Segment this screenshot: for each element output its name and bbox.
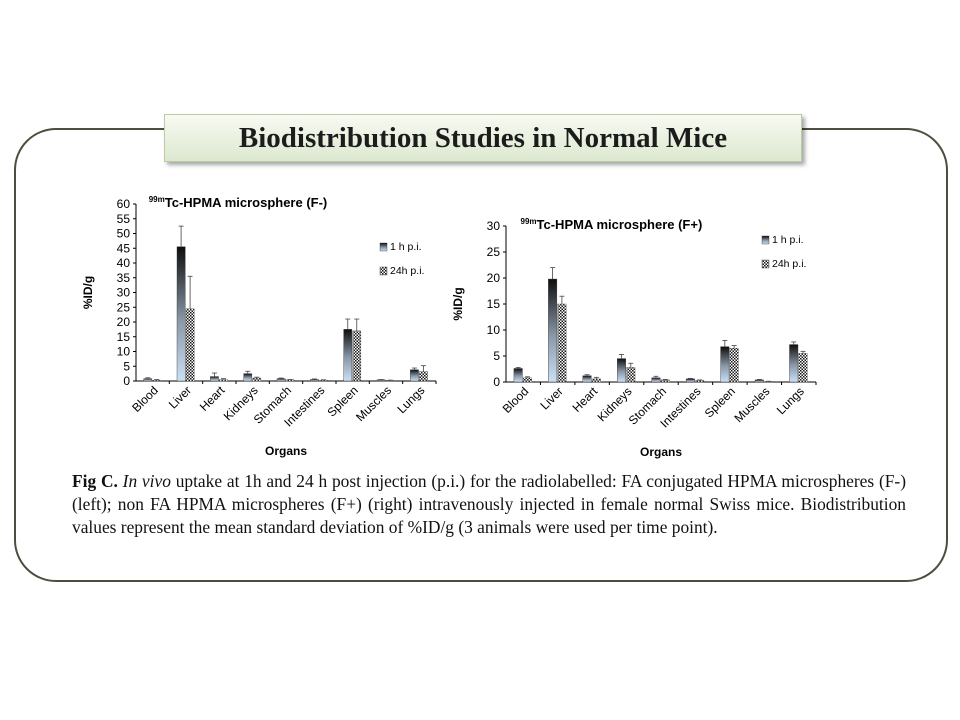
figure-caption: Fig C. In vivo uptake at 1h and 24 h pos… bbox=[72, 470, 906, 539]
y-tick-label: 30 bbox=[487, 219, 501, 233]
bar-1h bbox=[789, 344, 799, 383]
chart-title-superscript: 99m bbox=[521, 217, 537, 226]
caption-text: uptake at 1h and 24 h post injection (p.… bbox=[72, 471, 906, 537]
bar-24h bbox=[152, 379, 162, 382]
bar-1h bbox=[176, 246, 186, 382]
legend-label: 1 h p.i. bbox=[390, 241, 422, 253]
bar-1h bbox=[276, 378, 286, 382]
bar-24h bbox=[557, 303, 567, 383]
chart-f-minus: 99mTc-HPMA microsphere (F-) 0510152025303… bbox=[81, 195, 437, 458]
y-tick-label: 15 bbox=[117, 330, 131, 344]
x-tick-label: Lungs bbox=[774, 384, 807, 417]
bar-1h bbox=[754, 379, 764, 383]
bar-1h bbox=[243, 373, 253, 382]
y-tick-label: 30 bbox=[117, 286, 131, 300]
y-tick-label: 40 bbox=[117, 256, 131, 270]
y-tick-label: 20 bbox=[487, 271, 501, 285]
x-axis-label: Organs bbox=[640, 445, 682, 459]
legend-label: 24h p.i. bbox=[772, 258, 806, 270]
x-tick-label: Blood bbox=[129, 383, 161, 415]
x-tick-label: Liver bbox=[537, 384, 565, 412]
chart-f-plus: 99mTc-HPMA microsphere (F+) 0 5 10 15 20 25 30%… bbox=[451, 217, 817, 459]
chart-title-text: Tc-HPMA microsphere (F-) bbox=[165, 195, 328, 210]
bar-24h bbox=[523, 377, 532, 383]
x-tick-label: Blood bbox=[500, 384, 532, 416]
chart-title-text: Tc-HPMA microsphere (F+) bbox=[537, 217, 703, 232]
bar-1h bbox=[685, 378, 695, 383]
bar-1h bbox=[617, 358, 626, 383]
bar-1h bbox=[720, 346, 730, 383]
y-tick-label: 20 bbox=[117, 315, 131, 329]
y-axis-label: %ID/g bbox=[81, 276, 95, 309]
x-tick-label: Heart bbox=[197, 383, 228, 414]
x-tick-label: Liver bbox=[166, 383, 194, 411]
legend-swatch bbox=[761, 235, 770, 245]
x-tick-label: Lungs bbox=[394, 383, 427, 416]
y-tick-label: 60 bbox=[117, 197, 131, 211]
bar-24h bbox=[352, 330, 362, 382]
bar-1h bbox=[343, 329, 353, 382]
y-tick-label: 25 bbox=[117, 300, 131, 314]
legend-swatch bbox=[379, 266, 388, 276]
bar-24h bbox=[319, 379, 328, 382]
chart-title: 99mTc-HPMA microsphere (F+) bbox=[521, 217, 703, 232]
bar-1h bbox=[410, 369, 419, 382]
bar-24h bbox=[695, 380, 705, 383]
y-tick-label: 10 bbox=[487, 323, 501, 337]
legend-label: 1 h p.i. bbox=[772, 234, 804, 246]
y-tick-label: 0 bbox=[493, 375, 500, 389]
bar-1h bbox=[582, 375, 592, 383]
y-tick-label: 10 bbox=[117, 345, 131, 359]
bar-1h bbox=[210, 376, 219, 382]
x-tick-label: Muscles bbox=[731, 384, 772, 425]
y-tick-label: 50 bbox=[117, 227, 131, 241]
bar-1h bbox=[310, 379, 319, 382]
bar-1h bbox=[513, 368, 523, 383]
caption-italic: In vivo bbox=[122, 471, 171, 491]
y-tick-label: 45 bbox=[117, 241, 131, 255]
bar-1h bbox=[143, 378, 153, 382]
bar-24h bbox=[660, 379, 670, 383]
y-tick-label: 15 bbox=[487, 297, 501, 311]
bar-24h bbox=[798, 353, 808, 383]
y-tick-label: 0 bbox=[123, 374, 130, 388]
y-tick-label: 25 bbox=[487, 245, 501, 259]
slide-title: Biodistribution Studies in Normal Mice bbox=[164, 114, 802, 162]
bar-24h bbox=[591, 378, 601, 383]
bar-24h bbox=[219, 379, 228, 382]
y-tick-label: 55 bbox=[117, 212, 131, 226]
bar-1h bbox=[548, 278, 558, 383]
x-axis-label: Organs bbox=[265, 444, 307, 458]
bar-24h bbox=[285, 379, 295, 382]
y-tick-label: 5 bbox=[123, 359, 130, 373]
legend-swatch bbox=[379, 242, 388, 252]
legend-swatch bbox=[761, 259, 770, 269]
y-axis-label: %ID/g bbox=[451, 287, 465, 320]
bar-24h bbox=[729, 347, 739, 383]
caption-label: Fig C. bbox=[72, 471, 118, 491]
bar-24h bbox=[252, 377, 262, 382]
bar-1h bbox=[376, 379, 386, 382]
x-tick-label: Muscles bbox=[353, 383, 394, 424]
y-tick-label: 35 bbox=[117, 271, 131, 285]
bar-24h bbox=[185, 308, 195, 382]
y-tick-label: 5 bbox=[493, 349, 500, 363]
chart-title-superscript: 99m bbox=[149, 195, 165, 204]
bar-24h bbox=[626, 367, 636, 383]
legend-label: 24h p.i. bbox=[390, 265, 424, 277]
chart-title: 99mTc-HPMA microsphere (F-) bbox=[149, 195, 328, 210]
bar-1h bbox=[651, 377, 661, 383]
bar-24h bbox=[419, 371, 428, 382]
x-tick-label: Heart bbox=[570, 384, 601, 415]
